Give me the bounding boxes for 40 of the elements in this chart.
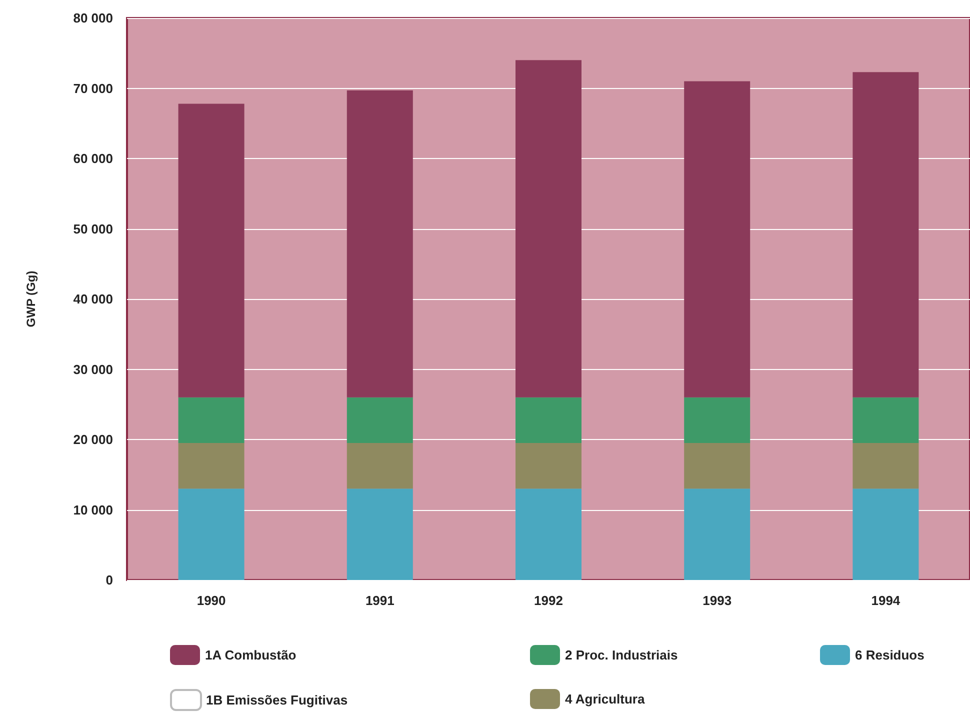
x-tick-label: 1993 [702, 593, 732, 608]
x-tick-label: 1992 [534, 593, 563, 608]
legend-label: 1A Combustão [205, 648, 296, 662]
y-tick-label: 50 000 [73, 221, 113, 236]
bar [346, 397, 413, 444]
bar [516, 488, 582, 580]
bar [516, 443, 582, 489]
bar [346, 443, 413, 489]
bar [684, 81, 750, 398]
x-tick-label: 1991 [365, 593, 394, 608]
bar [852, 72, 919, 398]
legend-label: 1B Emissões Fugitivas [206, 692, 348, 708]
bar [178, 443, 244, 489]
bar [852, 397, 919, 444]
legend-label: 4 Agricultura [565, 692, 646, 706]
y-tick-label: 60 000 [73, 151, 113, 166]
legend-label: 6 Residuos [855, 648, 924, 662]
x-tick-label: 1994 [871, 593, 901, 608]
bar [684, 397, 750, 444]
bar [852, 488, 919, 580]
x-tick-label: 1990 [196, 593, 226, 608]
y-tick-label: 10 000 [73, 502, 113, 518]
bar [178, 104, 244, 398]
y-tick-label: 30 000 [73, 362, 113, 377]
bar [684, 488, 750, 580]
y-tick-label: 20 000 [73, 432, 113, 447]
y-tick-label: 40 000 [73, 292, 113, 306]
legend-label: 2 Proc. Industriais [565, 648, 678, 662]
bar [346, 90, 413, 398]
bar [178, 397, 244, 444]
bar [346, 488, 413, 580]
y-tick-label: 0 [106, 572, 113, 588]
y-axis-title: GWP (Gg) [24, 270, 38, 328]
bar [852, 443, 919, 489]
y-tick-label: 70 000 [73, 80, 113, 96]
bar [516, 60, 582, 398]
bar [178, 488, 244, 580]
bar [516, 397, 582, 444]
y-tick-label: 80 000 [73, 10, 113, 26]
bar [684, 443, 750, 489]
